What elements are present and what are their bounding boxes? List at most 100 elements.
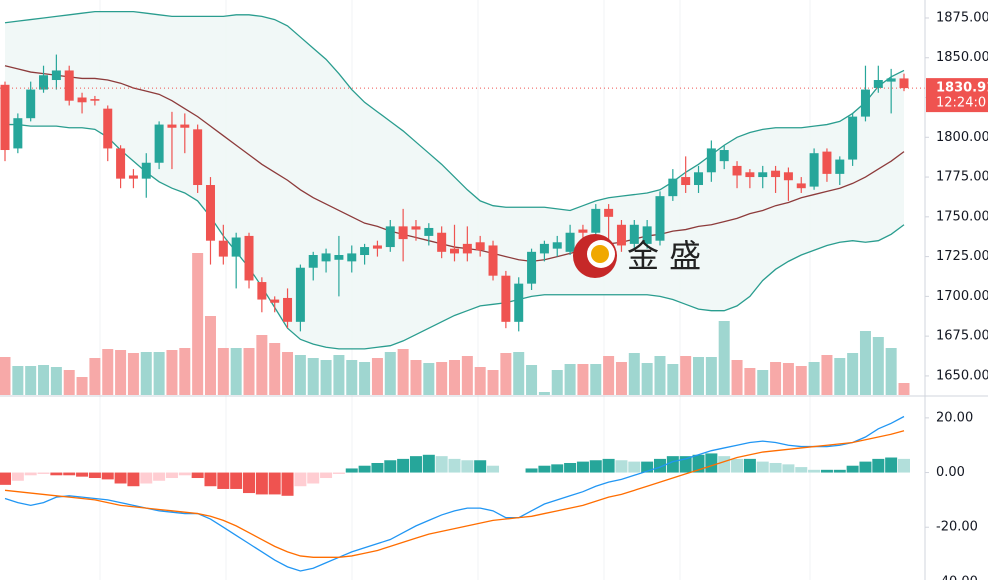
candle-body [450,248,459,254]
volume-bar [12,366,24,395]
histogram-bar [0,472,11,485]
histogram-bar [898,458,910,473]
histogram-bar [422,454,435,473]
candle-body [257,282,267,300]
histogram-bar [101,472,114,480]
y-tick-label: -20.00 [936,520,978,535]
candle-body [398,226,408,240]
volume-bar [333,355,345,395]
volume-bar [693,357,705,395]
candle-body [629,224,639,244]
candle-body [13,118,23,149]
histogram-bar [859,461,872,473]
macd-line [4,430,905,558]
candle-body [193,129,203,186]
candle-body [385,226,395,248]
y-tick-label: -40.00 [936,574,978,580]
histogram-bar [243,472,256,494]
histogram-bar [551,464,564,473]
histogram-bar [653,458,666,473]
y-tick-label: 1725.00 [936,249,988,264]
histogram-bar [808,469,821,473]
histogram-bar [50,472,63,476]
histogram-bar [666,456,679,473]
candle-body [873,80,883,88]
volume-bar [474,367,486,395]
histogram-bar [320,472,333,479]
candle-body [231,237,241,257]
histogram-bar [204,472,217,487]
candle-body [39,75,49,90]
watermark-text: 金 盛 [627,237,701,275]
histogram-bar [885,457,898,473]
volume-bar [834,358,846,395]
volume-bar [859,331,871,395]
candle-body [360,247,370,256]
candle-body [77,97,87,103]
volume-bar [847,353,859,395]
histogram-bar [332,472,345,474]
candle-body [719,150,729,162]
candle-body [0,84,10,151]
candle-body [321,253,331,262]
volume-bar [243,348,255,395]
volume-bar [179,348,191,395]
volume-bar [102,349,114,395]
candle-body [205,185,215,241]
candle-body [796,183,806,189]
histogram-bar [114,472,127,484]
y-tick-label: 20.00 [936,410,973,425]
volume-bar [615,362,627,395]
volume-bar [590,364,602,395]
volume-bar [89,358,101,395]
volume-bar [127,353,139,395]
histogram-bar [255,472,268,495]
volume-bar [230,348,242,395]
histogram-bar [795,467,808,473]
volume-bar [0,357,11,395]
candle-body [347,253,357,262]
candle-body [655,196,665,241]
volume-bar [898,383,910,395]
histogram-bar [230,472,243,489]
histogram-bar [397,458,410,473]
histogram-bar [217,472,230,489]
volume-bar [204,316,216,395]
candle-body [154,124,164,163]
volume-bar [63,370,75,395]
histogram-bar [576,461,589,473]
volume-bar [872,337,884,395]
histogram-bar [628,461,641,473]
volume-bar [705,357,717,395]
candle-body [26,89,36,119]
histogram-bar [731,458,744,473]
volume-bar [782,363,794,395]
candle-body [141,162,151,179]
axis: 1650.00 1675.00 1700.00 1725.00 1750.00 1775.… [925,10,988,580]
volume-bar [423,363,435,395]
volume-bar [538,392,550,395]
histogram-bar [11,472,24,481]
candle-body [527,251,537,284]
histogram-bar [589,460,602,473]
volume-bar [217,348,229,395]
histogram-bar [165,472,178,479]
band-line [4,10,905,212]
histogram-bar [178,472,191,476]
volume-bar [371,358,383,395]
histogram-bar [371,462,384,473]
candle-body [745,172,755,178]
candle-body [604,208,614,217]
volume-bar [359,362,371,395]
volume-bar [153,352,165,395]
histogram-bar [153,472,166,481]
candle-body [437,232,447,252]
volume-bar [397,349,409,395]
volume-bar [718,321,730,395]
histogram-bar [24,472,37,476]
candle-body [694,172,704,186]
candle-body [835,159,845,174]
candle-body [809,153,819,187]
histogram-bar [615,460,628,473]
volume-bar [513,352,525,395]
